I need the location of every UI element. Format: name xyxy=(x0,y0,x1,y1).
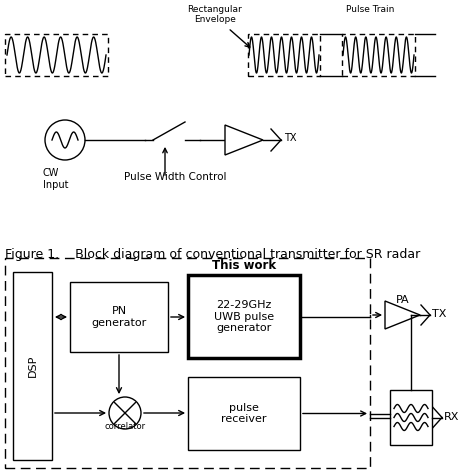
Bar xyxy=(5,34,108,76)
Bar xyxy=(248,34,320,76)
Text: This work: This work xyxy=(212,259,276,272)
Text: RX: RX xyxy=(444,412,459,421)
Bar xyxy=(13,272,52,460)
Polygon shape xyxy=(225,125,263,155)
Text: Pulse Train: Pulse Train xyxy=(346,5,394,14)
Text: PA: PA xyxy=(396,295,410,305)
Text: PN
generator: PN generator xyxy=(91,306,146,328)
Text: DSP: DSP xyxy=(27,355,37,377)
Bar xyxy=(188,275,300,358)
Bar xyxy=(390,390,432,445)
Text: Rectangular
Envelope: Rectangular Envelope xyxy=(188,5,242,25)
Bar xyxy=(5,258,370,468)
Text: Figure 1.    Block diagram of conventional transmitter for SR radar: Figure 1. Block diagram of conventional … xyxy=(5,248,420,261)
Text: 22-29GHz
UWB pulse
generator: 22-29GHz UWB pulse generator xyxy=(214,300,274,333)
Bar xyxy=(70,282,168,352)
Text: CW
Input: CW Input xyxy=(43,168,69,190)
Polygon shape xyxy=(385,301,420,329)
Bar xyxy=(342,34,415,76)
Text: correlator: correlator xyxy=(104,422,146,431)
Text: Pulse Width Control: Pulse Width Control xyxy=(124,172,226,182)
Text: TX: TX xyxy=(432,309,447,319)
Bar xyxy=(188,377,300,450)
Text: pulse
receiver: pulse receiver xyxy=(221,403,267,424)
Text: TX: TX xyxy=(284,133,297,143)
